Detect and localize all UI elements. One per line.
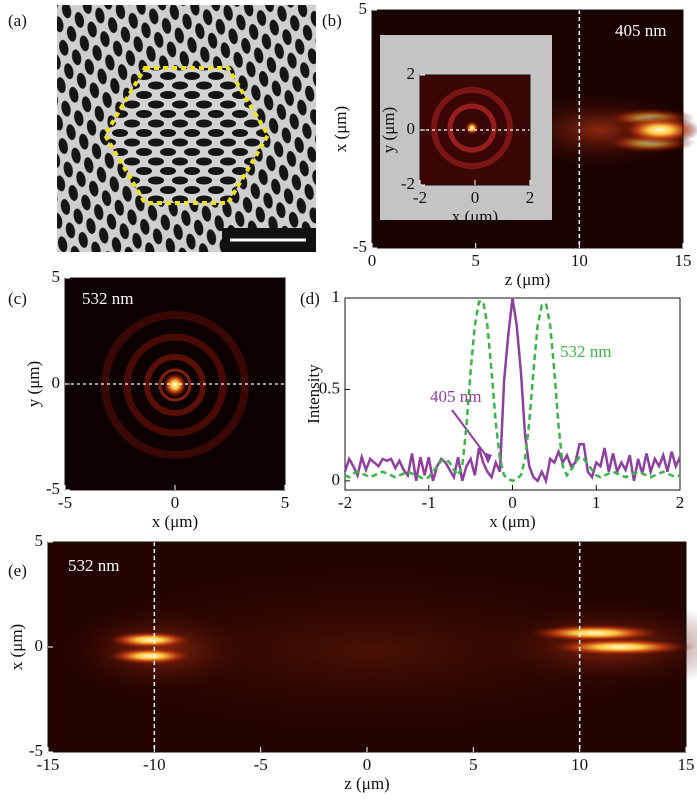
x-tick-label: -5: [254, 755, 268, 774]
line-series: [344, 300, 681, 483]
x-tick-label: 0: [363, 755, 372, 774]
y-tick-label: -2: [401, 174, 415, 193]
field-image: [40, 542, 697, 752]
x-tick-label: 1: [592, 493, 601, 512]
series-label: 405 nm: [430, 387, 481, 406]
x-tick-label: 0: [471, 188, 480, 207]
y-tick-label: 0: [52, 373, 61, 392]
x-tick-label: 15: [675, 251, 692, 270]
y-axis-label: y (μm): [379, 107, 398, 153]
y-tick-label: 0: [35, 636, 44, 655]
panel-label: (e): [8, 561, 27, 580]
y-tick-label: -5: [46, 479, 60, 498]
x-tick-label: 0: [508, 493, 517, 512]
y-tick-label: 2: [407, 64, 416, 83]
x-axis-label: x (μm): [452, 207, 498, 226]
x-tick-label: 2: [526, 188, 535, 207]
y-tick-label: 0.5: [319, 378, 340, 397]
x-axis-label: x (μm): [152, 512, 198, 531]
panel-label: (c): [8, 289, 27, 308]
annotation: 532 nm: [68, 556, 119, 575]
y-tick-label: 1: [332, 287, 341, 306]
x-axis-label: z (μm): [505, 270, 550, 289]
annotation: 405 nm: [615, 21, 666, 40]
x-tick-label: -2: [338, 493, 352, 512]
y-axis-label: y (μm): [24, 361, 43, 407]
x-tick-label: -10: [143, 755, 166, 774]
x-tick-label: -15: [37, 755, 60, 774]
x-tick-label: 5: [281, 493, 290, 512]
sem-image: [57, 5, 316, 252]
x-axis-label: x (μm): [489, 512, 535, 531]
y-tick-label: -5: [353, 237, 367, 256]
x-tick-label: 2: [676, 493, 685, 512]
y-tick-label: 5: [52, 267, 61, 286]
panel-label: (a): [8, 11, 27, 30]
arrow-head: [483, 452, 492, 464]
x-tick-label: 10: [571, 251, 588, 270]
axes-frame: [371, 9, 684, 249]
annotation: 532 nm: [82, 289, 133, 308]
x-tick-label: -1: [422, 493, 436, 512]
panel-label: (b): [322, 11, 342, 30]
x-tick-label: 0: [171, 493, 180, 512]
y-tick-label: 0: [407, 119, 416, 138]
plot-area: [345, 298, 680, 490]
y-axis-label: x (μm): [7, 624, 26, 670]
y-tick-label: 5: [359, 0, 368, 18]
x-tick-label: 15: [678, 755, 695, 774]
y-tick-label: 5: [35, 531, 44, 550]
line-series: [343, 297, 682, 485]
panel-label: (d): [300, 289, 320, 308]
y-tick-label: 0: [332, 470, 341, 489]
y-axis-label: x (μm): [331, 106, 350, 152]
x-tick-label: 5: [471, 251, 480, 270]
y-axis-label: Intensity: [304, 364, 323, 424]
x-axis-label: z (μm): [344, 774, 389, 793]
field-image: [372, 10, 697, 248]
x-tick-label: -2: [413, 188, 427, 207]
y-tick-label: -5: [29, 741, 43, 760]
arrow: [451, 409, 489, 459]
series-label: 532 nm: [560, 342, 611, 361]
x-tick-label: 5: [469, 755, 478, 774]
x-tick-label: -5: [58, 493, 72, 512]
x-tick-label: 0: [368, 251, 377, 270]
x-tick-label: 10: [571, 755, 588, 774]
